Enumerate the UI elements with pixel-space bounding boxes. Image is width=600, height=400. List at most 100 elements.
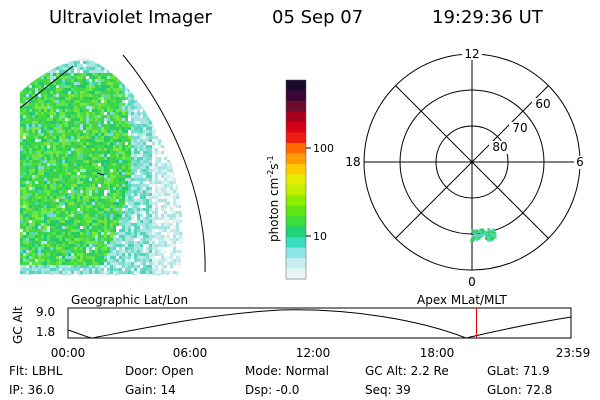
image-pixel (119, 67, 122, 70)
image-pixel (35, 214, 38, 217)
image-pixel (131, 208, 134, 211)
image-pixel (134, 226, 137, 229)
image-pixel (110, 79, 113, 82)
image-pixel (161, 157, 164, 160)
image-pixel (44, 169, 47, 172)
image-pixel (68, 133, 71, 136)
image-pixel (134, 196, 137, 199)
image-pixel (152, 145, 155, 148)
image-pixel (65, 199, 68, 202)
image-pixel (119, 124, 122, 127)
image-pixel (50, 256, 53, 259)
image-pixel (74, 274, 77, 275)
image-pixel (92, 73, 95, 76)
image-pixel (89, 121, 92, 124)
image-pixel (158, 154, 161, 157)
image-pixel (167, 268, 170, 271)
image-pixel (98, 154, 101, 157)
image-pixel (128, 199, 131, 202)
image-pixel (20, 163, 23, 166)
image-pixel (80, 187, 83, 190)
image-pixel (56, 109, 59, 112)
image-pixel (179, 157, 182, 160)
image-pixel (56, 226, 59, 229)
image-pixel (149, 106, 152, 109)
image-pixel (107, 241, 110, 244)
image-pixel (170, 232, 173, 235)
image-pixel (188, 142, 191, 145)
image-pixel (116, 202, 119, 205)
image-pixel (92, 178, 95, 181)
image-pixel (116, 64, 119, 67)
image-pixel (146, 133, 149, 136)
image-pixel (131, 76, 134, 79)
image-pixel (71, 262, 74, 265)
image-pixel (185, 103, 188, 106)
image-pixel (98, 109, 101, 112)
image-pixel (68, 214, 71, 217)
image-pixel (35, 202, 38, 205)
image-pixel (149, 253, 152, 256)
image-pixel (92, 190, 95, 193)
image-pixel (104, 160, 107, 163)
image-pixel (137, 154, 140, 157)
image-pixel (185, 250, 188, 253)
image-pixel (131, 139, 134, 142)
image-pixel (53, 55, 56, 58)
image-pixel (41, 223, 44, 226)
image-pixel (173, 253, 176, 256)
image-pixel (47, 154, 50, 157)
image-pixel (89, 169, 92, 172)
image-pixel (116, 274, 119, 275)
image-pixel (137, 148, 140, 151)
image-pixel (164, 241, 167, 244)
image-pixel (140, 151, 143, 154)
image-pixel (59, 73, 62, 76)
image-pixel (134, 184, 137, 187)
image-pixel (65, 166, 68, 169)
image-pixel (23, 268, 26, 271)
image-pixel (80, 220, 83, 223)
image-pixel (149, 223, 152, 226)
image-pixel (128, 94, 131, 97)
image-pixel (140, 238, 143, 241)
image-pixel (161, 274, 164, 275)
image-pixel (44, 202, 47, 205)
image-pixel (53, 88, 56, 91)
image-pixel (119, 166, 122, 169)
image-pixel (95, 175, 98, 178)
image-pixel (83, 214, 86, 217)
image-pixel (116, 229, 119, 232)
image-pixel (77, 64, 80, 67)
image-pixel (65, 238, 68, 241)
image-pixel (68, 157, 71, 160)
image-pixel (29, 124, 32, 127)
image-pixel (146, 217, 149, 220)
image-pixel (59, 208, 62, 211)
image-pixel (113, 136, 116, 139)
image-pixel (104, 100, 107, 103)
image-pixel (113, 79, 116, 82)
image-pixel (185, 226, 188, 229)
image-pixel (71, 199, 74, 202)
image-pixel (38, 259, 41, 262)
image-pixel (182, 190, 183, 193)
image-pixel (89, 208, 92, 211)
image-pixel (92, 214, 95, 217)
image-pixel (158, 223, 161, 226)
image-pixel (116, 91, 119, 94)
image-pixel (53, 199, 56, 202)
image-pixel (128, 133, 131, 136)
image-pixel (41, 163, 44, 166)
image-pixel (71, 202, 74, 205)
image-pixel (137, 58, 140, 61)
xtick-0600: 06:00 (173, 346, 208, 360)
image-pixel (179, 211, 182, 214)
image-pixel (137, 184, 140, 187)
image-pixel (56, 163, 59, 166)
image-pixel (134, 97, 137, 100)
image-pixel (143, 88, 146, 91)
image-pixel (50, 154, 53, 157)
image-pixel (110, 157, 113, 160)
image-pixel (29, 190, 32, 193)
